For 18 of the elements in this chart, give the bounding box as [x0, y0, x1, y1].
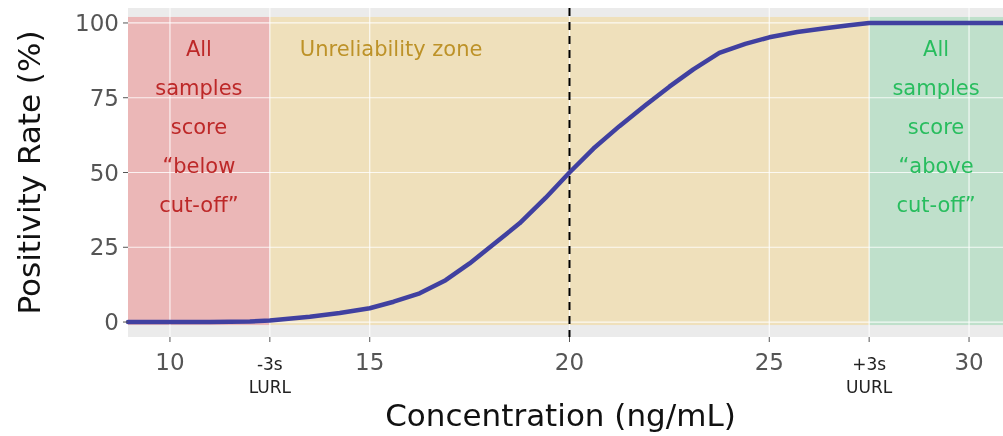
x-tick-label: 30 [954, 349, 984, 375]
y-tick-label: 100 [75, 9, 119, 36]
y-tick-label: 25 [89, 234, 119, 261]
text: -3s LURL [248, 354, 292, 397]
band-label: All samples score “above cut-off” [892, 37, 980, 217]
y-tick-label: 50 [89, 159, 119, 186]
band-label: All samples score “below cut-off” [155, 37, 243, 217]
line-series [125, 20, 1003, 325]
y-tick-label: 0 [104, 309, 119, 336]
x-tick-label: 10 [155, 349, 185, 375]
y-axis-title: Positivity Rate (%) [11, 30, 47, 315]
x-axis-title: Concentration (ng/mL) [385, 397, 736, 433]
text: +3s UURL [846, 354, 893, 397]
x-tick-label: 20 [554, 349, 585, 375]
x-tick-label: 15 [355, 349, 385, 375]
x-tick-label: 25 [754, 349, 784, 375]
band-label: Unreliability zone [299, 37, 483, 61]
y-tick-label: 75 [89, 84, 119, 111]
